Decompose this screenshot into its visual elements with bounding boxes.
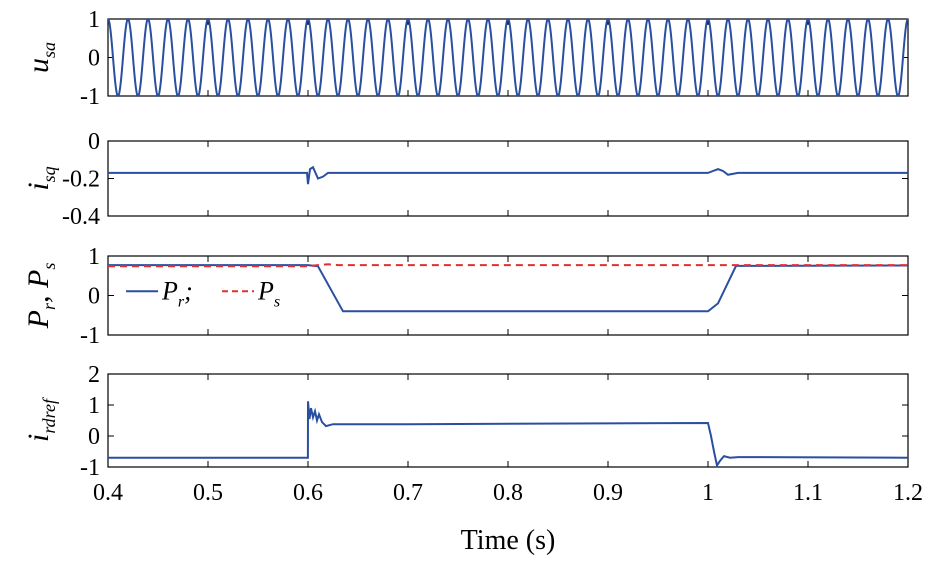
y-tick-label: 1 <box>88 7 100 33</box>
legend-separator: ; <box>184 276 193 305</box>
series-line-0 <box>108 401 908 468</box>
y-axis-label-sub: sa <box>39 42 59 58</box>
y-tick-label: 2 <box>88 362 100 388</box>
legend-label-1-main: P <box>257 276 274 305</box>
x-tick-label: 0.9 <box>593 480 623 506</box>
panel-frame <box>107 18 909 97</box>
y-tick-label: -1 <box>80 323 100 349</box>
y-tick-label: 0 <box>88 46 100 72</box>
y-tick-label: -0.4 <box>62 204 100 230</box>
y-tick-label: 1 <box>88 393 100 419</box>
legend: Pr; Ps <box>126 276 280 310</box>
x-tick-label: 0.8 <box>493 480 523 506</box>
x-tick-label: 1.1 <box>793 480 823 506</box>
y-axis-label-sub: s <box>39 263 59 270</box>
series-line-0 <box>108 264 908 313</box>
y-axis-label-sub: sq <box>39 166 59 182</box>
y-tick-label: 0 <box>88 424 100 450</box>
x-tick-label: 0.6 <box>293 480 323 506</box>
y-tick-label: -1 <box>80 84 100 110</box>
x-axis-label: Time (s) <box>461 525 556 556</box>
y-axis-label-main: u <box>22 58 55 73</box>
panel-3: 2 1 0 -10.4 0.5 0.6 0.7 0.8 0.9 1 1.1 1.2 Time (s) ir… <box>22 362 923 556</box>
y-tick-label: 0 <box>88 129 100 155</box>
y-axis-label: Pr, Ps <box>22 263 59 330</box>
y-axis-label-main: i <box>22 182 55 190</box>
legend-label-1-sub: s <box>274 293 280 310</box>
legend-label-1: Ps <box>257 276 280 310</box>
legend-label-0: Pr; <box>161 276 193 310</box>
y-axis-label: irdref <box>22 396 59 442</box>
series-line-0 <box>108 18 908 97</box>
y-axis-label-sub: r <box>39 302 59 310</box>
panel-0: 1 0 -1 usa <box>22 7 909 110</box>
y-axis-label: isq <box>22 166 59 190</box>
y-tick-label: -0.2 <box>62 167 100 193</box>
legend-label-0-main: P <box>161 276 178 305</box>
y-tick-label: 0 <box>88 284 100 310</box>
y-tick-label: -1 <box>80 455 100 481</box>
series-line-0 <box>108 165 908 185</box>
x-tick-label: 0.4 <box>93 480 123 506</box>
panel-frame <box>107 255 909 336</box>
x-tick-label: 1 <box>702 480 714 506</box>
y-axis-label-main: i <box>22 434 55 442</box>
series-line-1 <box>108 263 908 268</box>
x-tick-label: 1.2 <box>893 480 923 506</box>
x-tick-label: 0.7 <box>393 480 423 506</box>
panel-frame <box>107 140 909 217</box>
y-axis-label-main: P <box>22 310 55 329</box>
legend-label-0-sub: r <box>178 293 185 310</box>
y-axis-label: usa <box>22 42 59 73</box>
y-axis-label-sep: , P <box>22 270 55 303</box>
panel-frame <box>107 373 909 468</box>
y-tick-label: 1 <box>88 244 100 270</box>
y-axis-label-sub: rdref <box>39 396 59 434</box>
x-tick-label: 0.5 <box>193 480 223 506</box>
